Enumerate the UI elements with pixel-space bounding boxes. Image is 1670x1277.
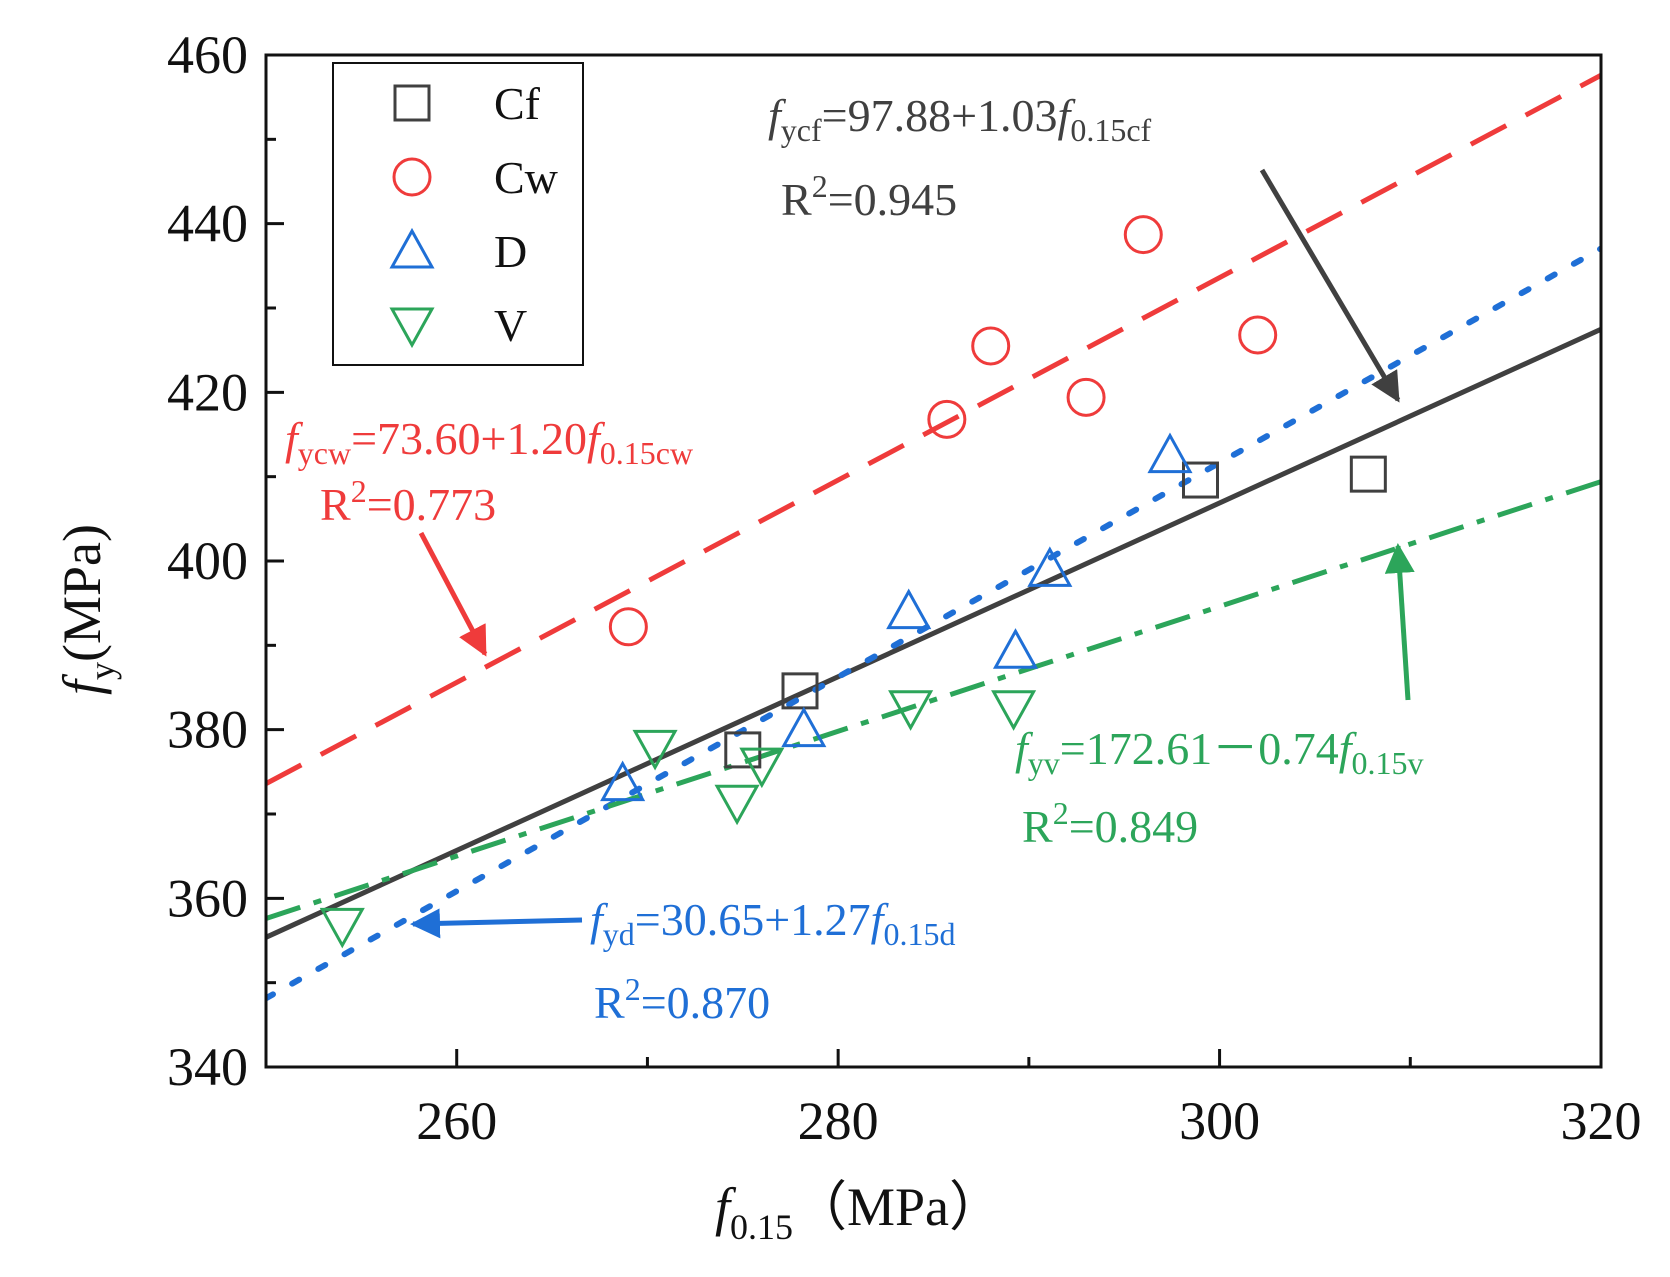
equation-cf: fycf=97.88+1.03f0.15cf R2=0.945	[768, 90, 1152, 225]
eq-cf-sub: ycf	[781, 112, 822, 148]
y-axis-title-sub: y	[82, 662, 122, 680]
eq-v-r2-value: =0.849	[1069, 801, 1198, 852]
y-tick-label: 420	[167, 362, 248, 422]
point-d	[781, 706, 827, 748]
axis-ticks: 260 280 300 320 340 360 380 400 420 440 460	[167, 25, 1642, 1151]
svg-text:R2=0.870: R2=0.870	[594, 971, 770, 1028]
legend-label-d: D	[494, 226, 527, 277]
point-v	[739, 747, 785, 789]
eq-v-r2-sup: 2	[1053, 795, 1069, 831]
eq-cf-mid: =97.88+1.03	[822, 90, 1058, 141]
x-axis-title-sub: 0.15	[730, 1207, 793, 1247]
arrow-cf	[1259, 168, 1401, 403]
svg-text:fycf=97.88+1.03f0.15cf: fycf=97.88+1.03f0.15cf	[768, 90, 1152, 148]
x-tick-label: 280	[798, 1091, 879, 1151]
eq-cw-r2-label: R	[320, 479, 351, 530]
eq-cw-mid: =73.60+1.20	[351, 413, 587, 464]
x-tick-label: 320	[1561, 1091, 1642, 1151]
arrow-v	[1384, 543, 1415, 701]
point-cw	[1238, 315, 1278, 355]
point-cf	[1182, 461, 1219, 499]
point-d	[886, 588, 932, 630]
eq-cw-r2-value: =0.773	[367, 479, 496, 530]
eq-cf-r2-label: R	[781, 174, 812, 225]
eq-cf-r2-sup: 2	[812, 168, 828, 204]
equation-d: fyd=30.65+1.27f0.15d R2=0.870	[590, 894, 955, 1028]
eq-d-r2-label: R	[594, 977, 625, 1028]
legend-label-cw: Cw	[494, 152, 559, 203]
y-tick-label: 400	[167, 531, 248, 591]
fit-line-cf	[266, 326, 1601, 940]
eq-v-sub: yv	[1028, 745, 1060, 781]
x-tick-label: 300	[1179, 1091, 1260, 1151]
point-v	[991, 690, 1037, 731]
equation-v: fyv=172.61－0.74f0.15v R2=0.849	[1015, 723, 1424, 852]
eq-v-mid: =172.61－0.74	[1060, 723, 1339, 774]
equation-cw: fycw=73.60+1.20f0.15cw R2=0.773	[285, 413, 693, 530]
eq-cw-sub2: 0.15cw	[600, 435, 693, 471]
legend-marker-cw	[392, 157, 432, 197]
eq-v-sub2: 0.15v	[1352, 745, 1424, 781]
y-tick-label: 340	[167, 1037, 248, 1097]
legend: Cf Cw DV	[332, 62, 584, 366]
y-tick-label: 460	[167, 25, 248, 85]
point-cw	[608, 607, 648, 647]
legend-marker-d	[389, 227, 435, 269]
eq-d-r2-value: =0.870	[641, 977, 770, 1028]
eq-cf-r2-value: =0.945	[828, 174, 957, 225]
svg-text:R2=0.945: R2=0.945	[781, 168, 957, 225]
legend-marker-cf	[393, 84, 431, 122]
y-axis-title: fy(MPa)	[52, 524, 122, 695]
svg-text:fyd=30.65+1.27f0.15d: fyd=30.65+1.27f0.15d	[590, 894, 955, 952]
fit-line-v	[266, 479, 1601, 921]
point-v	[888, 690, 934, 731]
y-tick-label: 380	[167, 700, 248, 760]
point-cw	[1066, 377, 1106, 417]
arrow-cw	[418, 531, 488, 657]
legend-label-v: V	[494, 300, 527, 351]
svg-text:fyv=172.61－0.74f0.15v: fyv=172.61－0.74f0.15v	[1015, 723, 1424, 781]
svg-text:R2=0.849: R2=0.849	[1022, 795, 1198, 852]
svg-text:fycw=73.60+1.20f0.15cw: fycw=73.60+1.20f0.15cw	[285, 413, 693, 471]
eq-cw-r2-sup: 2	[351, 473, 367, 509]
point-cf	[781, 672, 819, 710]
point-v	[632, 729, 678, 771]
legend-label-cf: Cf	[494, 78, 541, 129]
y-tick-label: 360	[167, 868, 248, 928]
point-d	[1147, 432, 1193, 474]
svg-text:R2=0.773: R2=0.773	[320, 473, 496, 530]
eq-d-mid: =30.65+1.27	[635, 894, 871, 945]
point-cw	[971, 326, 1011, 366]
y-tick-label: 440	[167, 194, 248, 254]
point-cw	[1123, 215, 1163, 255]
eq-v-r2-label: R	[1022, 801, 1053, 852]
point-d	[992, 628, 1039, 669]
eq-d-sub2: 0.15d	[883, 916, 955, 952]
x-tick-label: 260	[416, 1091, 497, 1151]
x-axis-title: f0.15（MPa）	[715, 1177, 1003, 1247]
eq-d-r2-sup: 2	[625, 971, 641, 1007]
point-cf	[1349, 455, 1387, 493]
legend-box	[332, 62, 584, 366]
point-d	[600, 760, 646, 802]
eq-cw-sub: ycw	[298, 435, 351, 471]
annotation-arrows	[410, 168, 1415, 939]
legend-marker-v	[389, 307, 435, 349]
point-d	[1027, 546, 1073, 587]
eq-cf-sub2: 0.15cf	[1070, 112, 1151, 148]
point-cw	[927, 399, 967, 439]
x-axis-title-unit: （MPa）	[793, 1177, 1003, 1237]
data-points	[319, 215, 1387, 949]
arrow-d	[410, 908, 583, 939]
y-axis-title-unit: (MPa)	[52, 524, 112, 662]
point-v	[319, 907, 365, 949]
point-v	[714, 784, 760, 826]
eq-d-sub: yd	[603, 916, 635, 952]
